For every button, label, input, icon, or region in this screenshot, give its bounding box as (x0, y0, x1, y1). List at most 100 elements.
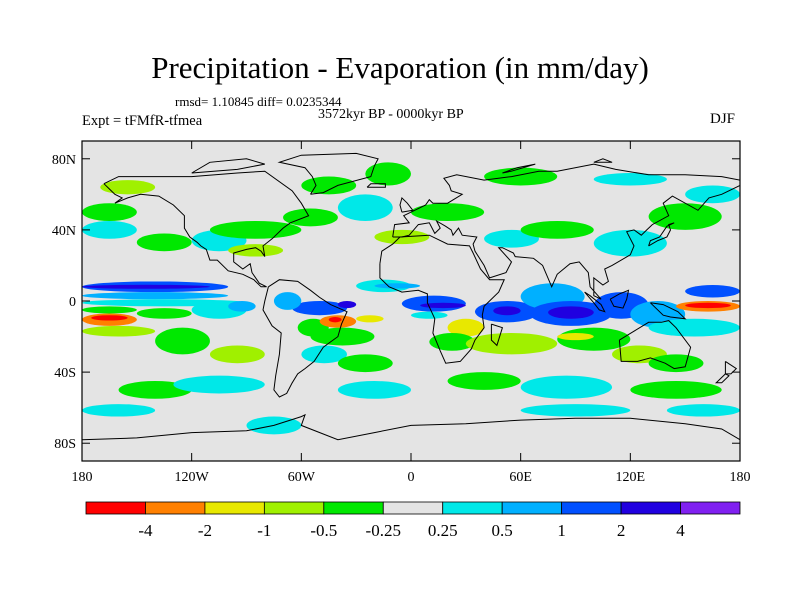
field-patch-darkblue (493, 306, 521, 316)
colorbar-swatch (204, 501, 265, 515)
field-patch-cyan (82, 221, 137, 239)
field-patch-darkblue (548, 306, 594, 319)
colorbar-label: 0.25 (428, 521, 458, 540)
coastline (593, 158, 613, 163)
colorbar-label: -2 (198, 521, 212, 540)
field-patch-lightgreen (82, 325, 156, 337)
colorbar-label: -0.25 (366, 521, 401, 540)
field-patch-green (301, 176, 357, 195)
coastline (584, 291, 606, 313)
field-patch-lightgreen (100, 180, 156, 195)
field-patch-yellow (356, 315, 384, 323)
lon-tick-label: 0 (408, 470, 415, 485)
field-patch-green (337, 354, 393, 373)
field-patch-lightblue (228, 301, 256, 312)
colorbar-label: 4 (676, 521, 685, 540)
coastline (366, 183, 386, 188)
field-patch-green (136, 308, 192, 319)
field-patch-green (648, 203, 722, 230)
stats-label: rmsd= 1.10845 diff= 0.0235344 (175, 94, 342, 109)
field-patch-red (91, 315, 128, 321)
field-patch-cyan (82, 404, 156, 417)
field-patch-cyan (593, 229, 667, 257)
coastline (191, 158, 265, 174)
field-patch-green (310, 327, 375, 346)
coastline (399, 196, 414, 213)
field-patch-green (136, 233, 192, 252)
coastline (648, 222, 675, 247)
lon-tick-label: 60W (288, 470, 316, 485)
lon-tick-label: 180 (72, 470, 93, 485)
field-patch-green (283, 208, 338, 227)
field-patch-blue (292, 301, 348, 316)
field-patch-lightblue (82, 292, 229, 300)
colorbar-swatch (263, 501, 325, 515)
field-patch-green (82, 203, 137, 221)
colorbar-label: -4 (138, 521, 153, 540)
field-patch-red (685, 302, 731, 309)
colorbar-swatch (501, 501, 563, 515)
coastlines (82, 152, 740, 441)
lon-tick-label: 180 (730, 470, 751, 485)
season-label: DJF (710, 111, 736, 127)
field-patch-cyan (593, 173, 667, 186)
field-patch-green (447, 372, 521, 390)
coastline (609, 289, 630, 309)
field-patch-lightblue (374, 283, 421, 289)
field-patch-cyan (484, 229, 539, 248)
field-patch-red (328, 317, 342, 323)
field-patch-cyan (685, 185, 740, 204)
colorbar-swatch (680, 501, 741, 515)
coastline (618, 320, 692, 370)
field-patch-darkblue (420, 302, 466, 309)
lon-tick-label: 60E (509, 470, 532, 485)
colorbar-swatch (145, 501, 206, 515)
coastline (650, 302, 687, 320)
field-patch-green (155, 327, 210, 355)
lon-tick-label: 120E (616, 470, 646, 485)
lat-tick-label: 40S (54, 366, 76, 381)
coastline (103, 170, 310, 288)
coastline (82, 413, 740, 441)
colorbar: -4 -2 -1 -0.5 -0.25 0.25 0.5 1 2 4 (85, 501, 741, 540)
field-patch-cyan (411, 311, 448, 319)
coastline (277, 152, 379, 195)
field-patch-green (118, 381, 192, 399)
field-patch-green (82, 306, 137, 314)
field-patch-lightblue (273, 292, 302, 310)
coastline (502, 163, 536, 174)
lat-tick-label: 80S (54, 437, 76, 452)
field-patch-cyan (520, 404, 631, 417)
lon-tick-label: 120W (175, 470, 210, 485)
coastline (379, 234, 505, 364)
field-patch-lightgreen (465, 333, 558, 355)
field-patch-green (209, 221, 302, 239)
field-patch-green (411, 203, 485, 221)
lat-tick-label: 80N (52, 153, 76, 168)
field-patch-cyan (648, 318, 740, 337)
field-patch-green (520, 221, 594, 239)
colorbar-label: -0.5 (310, 521, 337, 540)
field-patch-green (648, 354, 704, 373)
field-patch-darkblue (82, 284, 210, 289)
axis-ticks: 180 120W 60W 0 60E 120E 180 80N 40N 0 40S 80S (52, 141, 751, 485)
colorbar-swatch (85, 501, 146, 515)
period-label: 3572kyr BP - 0000kyr BP (318, 107, 464, 122)
field-patch-lightgreen (209, 345, 265, 364)
coastline (724, 360, 738, 375)
field-patch-green (484, 167, 558, 186)
coastline (262, 279, 348, 398)
lat-tick-label: 0 (69, 295, 76, 310)
colorbar-swatch (561, 501, 622, 515)
colorbar-label: 0.5 (492, 521, 513, 540)
field-patch-green (429, 333, 475, 351)
field-patch-green (365, 162, 411, 186)
colorbar-label: -1 (257, 521, 271, 540)
field-patch-cyan (301, 345, 348, 364)
coastline (714, 373, 730, 384)
field-patch-yellow (447, 318, 485, 337)
colorbar-swatch (442, 501, 503, 515)
field-patch-cyan (520, 375, 613, 399)
field-patch-darkblue (337, 301, 357, 309)
